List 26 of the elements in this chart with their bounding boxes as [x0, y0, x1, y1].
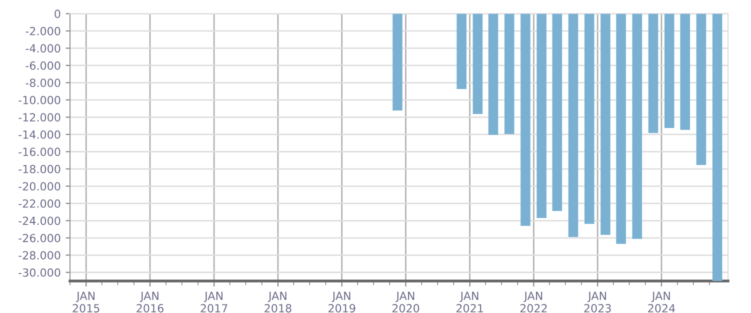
y-tick-label: 0: [54, 10, 60, 18]
y-tick-label: -28.000: [18, 251, 60, 260]
y-tick-label: -30.000: [18, 268, 60, 277]
x-tick-label: JAN 2015: [72, 292, 100, 312]
y-tick-label: -12.000: [18, 113, 60, 122]
x-tick-label: JAN 2016: [136, 292, 164, 312]
y-tick-label: -4.000: [26, 44, 60, 53]
x-tick-label: JAN 2017: [200, 292, 228, 312]
y-tick-label: -2.000: [26, 26, 60, 36]
x-tick-label: JAN 2023: [584, 292, 611, 312]
y-tick-label: -26.000: [18, 234, 60, 242]
y-tick-label: -20.000: [18, 182, 60, 191]
x-tick-label: JAN 2018: [264, 292, 292, 312]
x-tick-label: JAN 2024: [648, 292, 675, 312]
y-tick-label: -16.000: [18, 148, 60, 156]
x-tick-label: JAN 2021: [456, 292, 483, 312]
y-tick-label: -10.000: [18, 96, 60, 104]
y-tick-label: -14.000: [18, 130, 60, 139]
x-tick-label: JAN 2020: [392, 292, 420, 312]
y-tick-label: -18.000: [18, 164, 60, 174]
y-tick-label: -8.000: [26, 78, 60, 88]
y-tick-label: -6.000: [26, 61, 60, 70]
y-tick-label: -24.000: [18, 216, 60, 226]
y-tick-label: -22.000: [18, 199, 60, 208]
x-tick-label: JAN 2019: [328, 292, 356, 312]
x-tick-label: JAN 2022: [520, 292, 547, 312]
